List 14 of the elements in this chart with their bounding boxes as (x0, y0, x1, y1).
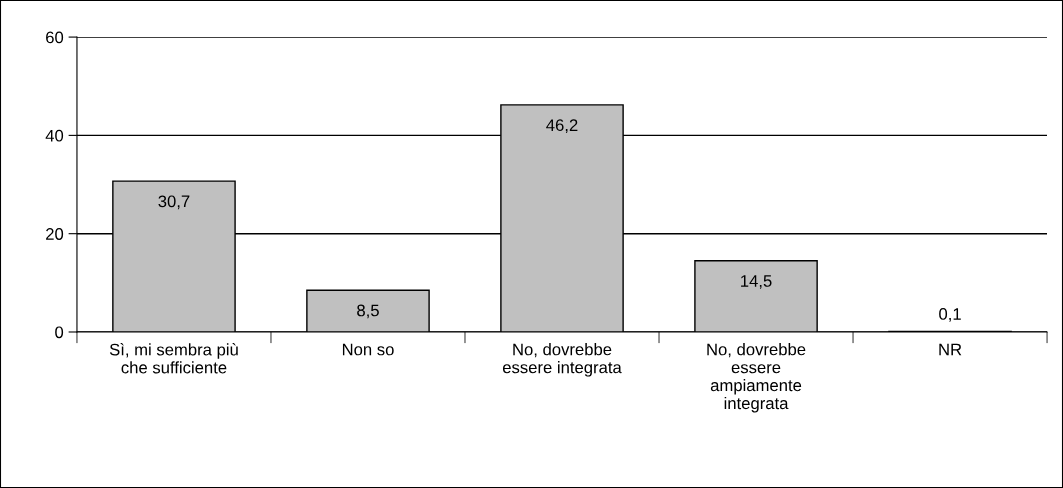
data-label: 8,5 (357, 304, 379, 319)
data-label: 14,5 (741, 275, 772, 289)
x-tick-label: No, dovrebbe essere ampiamente integrata (707, 343, 806, 413)
y-tick-label: 0 (55, 326, 64, 339)
y-tick-label: 60 (46, 31, 64, 44)
y-tick-label: 40 (45, 129, 64, 142)
x-tick-label: NR (939, 343, 962, 356)
data-label: 30,7 (158, 195, 190, 210)
data-label: 0,1 (939, 308, 961, 322)
x-tick-label: No, dovrebbe essere integrata (502, 343, 622, 377)
y-tick-label: 20 (46, 228, 64, 240)
x-tick-label: Sì, mi sembra più che sufficiente (109, 343, 238, 374)
x-tick-label: Non so (342, 343, 394, 356)
data-label: 46,2 (546, 119, 578, 134)
